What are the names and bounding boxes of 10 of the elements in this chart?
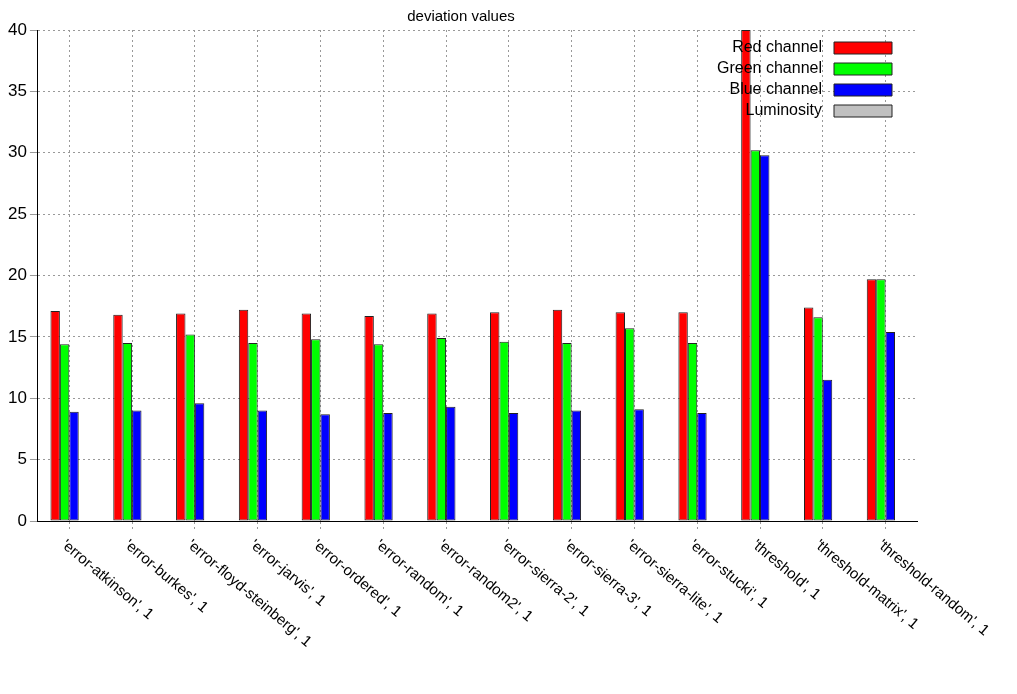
y-tick-label: 5 [17,449,27,469]
y-tick-label: 10 [7,387,27,407]
chart-title: deviation values [407,7,515,25]
y-tick-label: 30 [7,142,27,162]
y-tick-label: 0 [17,510,27,530]
y-tick-label: 35 [7,81,27,101]
y-tick-label: 40 [7,19,27,39]
y-tick-label: 15 [7,326,27,346]
y-tick-label: 25 [7,203,27,223]
y-tick-label: 20 [7,265,27,285]
